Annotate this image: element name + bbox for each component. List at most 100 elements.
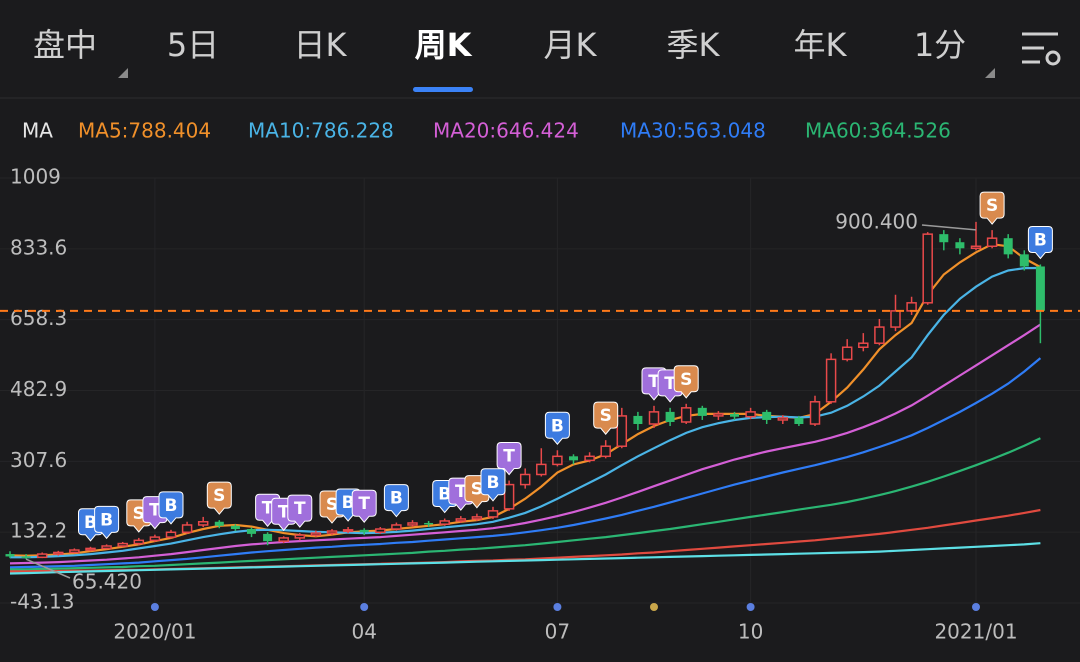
trade-marker: [1027, 225, 1053, 260]
tab[interactable]: 季K: [667, 26, 721, 64]
candle-body: [648, 411, 660, 425]
trade-marker-label: B: [1034, 230, 1047, 250]
trade-marker-label: T: [149, 501, 161, 521]
candle-body: [101, 545, 112, 550]
legend-entry: MA20:646.424: [433, 119, 579, 143]
legend-title: MA: [22, 119, 53, 143]
ma-line: [9, 323, 1042, 565]
trade-marker: [206, 481, 232, 515]
trade-marker: [351, 489, 377, 523]
candle-body: [1003, 238, 1013, 255]
candle-body: [858, 342, 869, 349]
ma-line: [9, 542, 1041, 575]
candle-body: [36, 553, 48, 559]
candle-body: [69, 549, 80, 554]
event-dot: [553, 603, 562, 611]
x-tick-label: 10: [738, 620, 763, 644]
candle-body: [149, 536, 161, 542]
trade-marker-label: S: [600, 406, 612, 426]
candle-body: [809, 401, 821, 425]
trade-marker-label: S: [133, 504, 145, 524]
candle-body: [471, 516, 483, 520]
min-label: 65.420: [72, 570, 142, 594]
candle-body: [890, 310, 901, 328]
candle-body: [922, 233, 933, 304]
trade-marker: [673, 365, 699, 399]
candle-body: [616, 415, 628, 447]
settings-icon[interactable]: [1022, 32, 1061, 66]
trade-marker-label: S: [326, 495, 338, 515]
candle-body: [955, 242, 965, 249]
candle-body: [117, 542, 128, 547]
event-dot: [360, 603, 369, 611]
event-dot: [650, 603, 658, 611]
candle-body: [680, 407, 692, 423]
max-leader: [921, 224, 977, 231]
candle-body: [970, 245, 982, 250]
y-tick-label: 132.2: [10, 519, 67, 543]
candle-body: [263, 533, 273, 542]
candle-body: [600, 445, 611, 458]
trade-marker: [158, 491, 184, 525]
candle-body: [407, 522, 418, 526]
legend-entry: MA10:786.228: [248, 119, 394, 143]
candle-body: [247, 529, 256, 534]
candle-body: [633, 415, 643, 425]
candle-body: [552, 455, 563, 466]
dropdown-indicator: [985, 68, 995, 78]
candle-body: [359, 529, 369, 533]
y-tick-label: 1009: [10, 165, 61, 189]
ma-line: [9, 357, 1042, 569]
y-tick-label: -43.13: [10, 590, 74, 614]
tab[interactable]: 1分: [914, 26, 966, 64]
trade-marker-label: T: [648, 372, 660, 392]
trade-marker: [593, 401, 619, 435]
tab[interactable]: 5日: [167, 26, 219, 64]
trade-marker-label: T: [278, 502, 290, 522]
candle-body: [455, 518, 467, 522]
candle-body: [165, 531, 177, 538]
min-leader: [25, 558, 71, 579]
x-tick-label: 07: [545, 620, 570, 644]
candle-body: [825, 358, 837, 403]
trade-marker-label: T: [358, 494, 370, 514]
candle-body: [503, 483, 515, 510]
trade-marker-label: B: [165, 496, 178, 516]
legend-entry: MA60:364.526: [805, 119, 951, 143]
legend-entry: MA5:788.404: [78, 119, 211, 143]
candle-body: [730, 413, 739, 417]
candle-body: [745, 411, 756, 418]
max-label: 900.400: [835, 210, 918, 234]
candle-body: [519, 473, 531, 486]
x-tick-label: 2020/01: [113, 620, 196, 644]
event-dot: [746, 603, 755, 611]
candle-body: [762, 411, 772, 420]
candle-body: [181, 524, 193, 534]
candle-body: [424, 522, 434, 525]
trade-marker-label: B: [487, 473, 500, 493]
candle-body: [794, 417, 804, 425]
tab[interactable]: 日K: [294, 26, 348, 64]
y-tick-label: 658.3: [10, 306, 67, 330]
tab[interactable]: 年K: [794, 26, 848, 64]
ma-line: [10, 266, 1041, 559]
candle-body: [1019, 254, 1029, 267]
candle-body: [906, 302, 917, 312]
trade-marker-label: B: [342, 493, 355, 513]
candle-body: [214, 521, 224, 526]
trade-marker-label: T: [262, 498, 274, 518]
x-tick-label: 04: [351, 620, 376, 644]
tab[interactable]: 月K: [544, 26, 598, 64]
candle-body: [665, 411, 675, 422]
candle-body: [85, 547, 96, 551]
candle-body: [713, 413, 724, 417]
tab[interactable]: 周K: [415, 26, 473, 64]
tab[interactable]: 盘中: [33, 26, 97, 64]
trade-marker-label: S: [986, 196, 998, 216]
legend-entry: MA30:563.048: [620, 119, 766, 143]
trade-marker-label: B: [551, 416, 564, 436]
candle-body: [569, 456, 578, 461]
candle-body: [278, 537, 289, 542]
